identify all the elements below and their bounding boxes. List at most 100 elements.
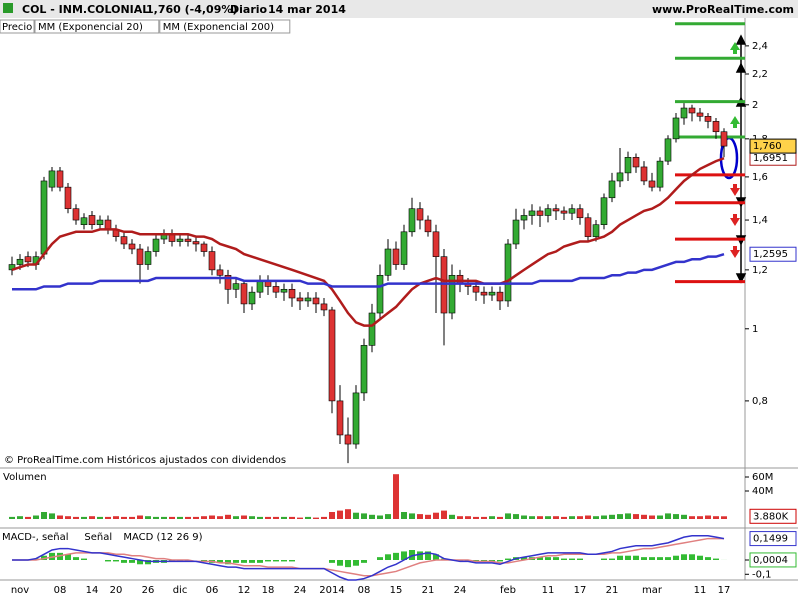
candle-body: [312, 297, 320, 305]
macd-histogram-bar: [537, 557, 543, 560]
macd-histogram-bar: [649, 557, 655, 560]
candle-body: [496, 291, 504, 302]
macd-histogram-bar: [425, 551, 431, 560]
panel-title: Volumen: [3, 472, 47, 483]
candle-body: [336, 400, 344, 436]
legend-label: MM (Exponencial 200): [163, 22, 274, 33]
volume-bar: [129, 516, 135, 519]
candle-body: [608, 180, 616, 199]
volume-bar: [553, 516, 559, 519]
volume-bar: [641, 514, 647, 519]
candle-body: [360, 345, 368, 394]
macd-histogram-bar: [641, 557, 647, 560]
macd-histogram-bar: [281, 560, 287, 562]
macd-histogram-bar: [73, 557, 79, 560]
legend-box: [0, 19, 35, 34]
volume-bar: [97, 516, 103, 519]
macd-histogram-bar: [105, 560, 111, 562]
candle-body: [640, 166, 648, 182]
candle-body: [544, 208, 552, 216]
macd-histogram-bar: [393, 552, 399, 560]
macd-histogram-bar: [561, 558, 567, 560]
volume-bar: [561, 516, 567, 519]
x-tick-label: feb: [500, 585, 516, 596]
x-tick-label: 11: [542, 585, 555, 596]
volume-bar: [217, 516, 223, 519]
volume-bar: [225, 514, 231, 519]
volume-bar: [521, 515, 527, 519]
volume-bar: [409, 513, 415, 519]
volume-bar: [649, 515, 655, 519]
x-tick-label: 11: [694, 585, 707, 596]
macd-histogram-bar: [577, 558, 583, 560]
candle-body: [600, 197, 608, 226]
candle-body: [328, 309, 336, 402]
candle-body: [384, 248, 392, 276]
volume-bar: [153, 516, 159, 519]
volume-bar: [345, 509, 351, 519]
candle-body: [408, 208, 416, 233]
candle-body: [624, 157, 632, 174]
volume-bar: [337, 510, 343, 519]
macd-histogram-bar: [633, 555, 639, 560]
volume-bar: [601, 515, 607, 519]
candle-body: [280, 288, 288, 293]
volume-bar: [313, 517, 319, 519]
volume-bar: [233, 516, 239, 519]
volume-bar: [137, 515, 143, 519]
candle-body: [304, 297, 312, 302]
candle-body: [616, 172, 624, 182]
candle-body: [80, 217, 88, 226]
volume-bar: [369, 514, 375, 519]
candle-body: [520, 215, 528, 221]
volume-bar: [481, 516, 487, 519]
volume-bar: [121, 516, 127, 519]
macd-histogram-bar: [609, 558, 615, 560]
volume-bar: [209, 515, 215, 519]
macd-histogram-bar: [257, 560, 263, 563]
volume-bar: [617, 514, 623, 519]
volume-bar: [361, 513, 367, 519]
candle-body: [64, 186, 72, 210]
macd-histogram-bar: [681, 554, 687, 560]
candle-body: [184, 238, 192, 242]
candle-body: [320, 303, 328, 311]
candle-body: [512, 219, 520, 245]
macd-histogram-bar: [625, 555, 631, 560]
volume-bar: [81, 516, 87, 519]
legend-label: MACD-, señal: [2, 532, 69, 543]
volume-bar: [489, 516, 495, 519]
x-tick-label: dic: [173, 585, 188, 596]
volume-bar: [441, 510, 447, 519]
candle-body: [296, 297, 304, 302]
volume-bar: [201, 516, 207, 519]
macd-histogram-bar: [377, 557, 383, 560]
value-flag-label: 1,2595: [753, 249, 788, 260]
candle-body: [632, 157, 640, 168]
volume-bar: [241, 515, 247, 519]
volume-bar: [49, 513, 55, 519]
volume-bar: [593, 516, 599, 519]
macd-histogram-bar: [265, 560, 271, 562]
macd-histogram-bar: [273, 560, 279, 562]
macd-histogram-bar: [697, 555, 703, 560]
volume-bar: [33, 515, 39, 519]
candle-body: [56, 170, 64, 188]
macd-histogram-bar: [569, 558, 575, 560]
y-tick-label: 2,4: [752, 41, 768, 52]
volume-bar: [25, 516, 31, 519]
volume-bar: [273, 516, 279, 519]
candle-body: [144, 251, 152, 265]
candle-body: [480, 291, 488, 296]
x-tick-label: 26: [142, 585, 155, 596]
macd-histogram-bar: [665, 557, 671, 560]
candle-body: [40, 180, 48, 255]
candle-body: [376, 274, 384, 314]
volume-bar: [353, 512, 359, 519]
symbol: COL - INM.COLONIAL: [22, 3, 149, 16]
volume-bar: [665, 513, 671, 519]
macd-histogram-bar: [545, 557, 551, 560]
x-tick-label: 15: [390, 585, 403, 596]
candle-body: [24, 256, 32, 263]
